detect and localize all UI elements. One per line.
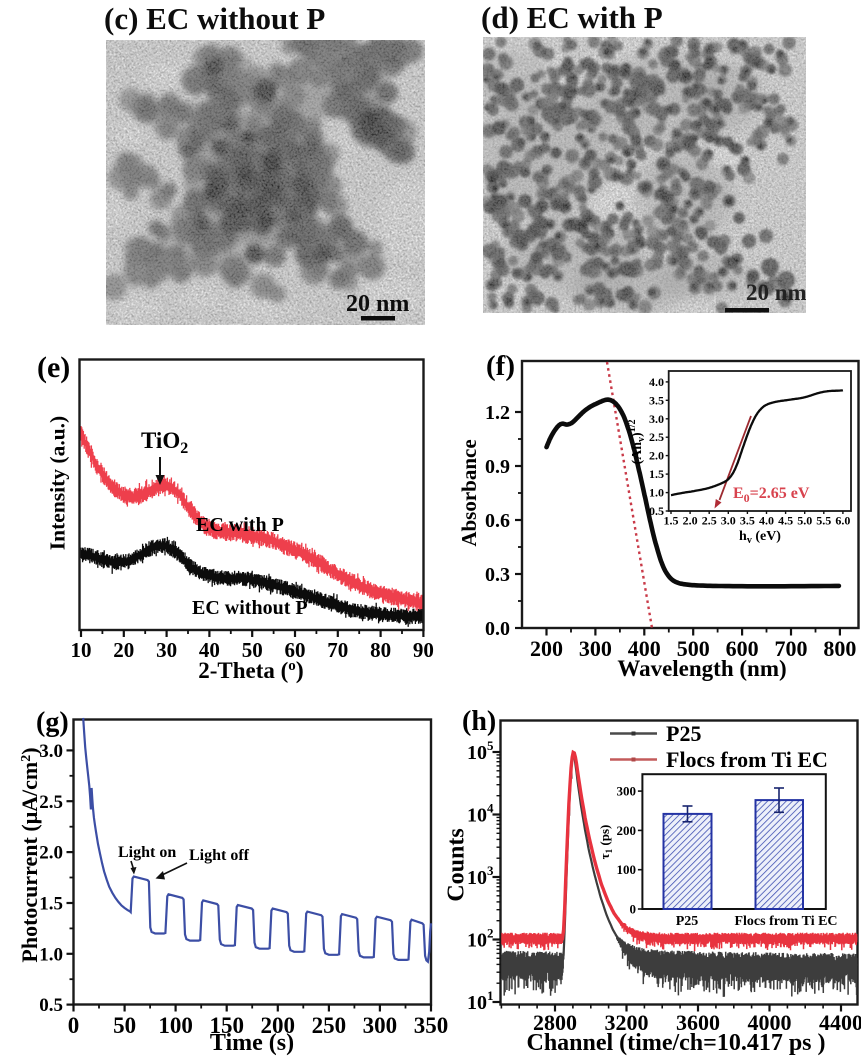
svg-text:1.5: 1.5 [664, 514, 679, 528]
svg-text:2-Theta (o): 2-Theta (o) [198, 658, 304, 684]
svg-text:2800: 2800 [533, 1010, 577, 1035]
svg-text:200: 200 [530, 636, 563, 661]
svg-text:300: 300 [617, 784, 637, 799]
svg-text:0.5: 0.5 [39, 995, 63, 1016]
svg-text:2.0: 2.0 [39, 843, 63, 864]
svg-text:EC without P: EC without P [192, 597, 308, 619]
svg-text:1.5: 1.5 [649, 467, 664, 481]
svg-text:Time (s): Time (s) [210, 1030, 294, 1056]
svg-text:Flocs from Ti EC: Flocs from Ti EC [734, 914, 837, 929]
svg-text:Light on: Light on [118, 844, 176, 861]
svg-text:200: 200 [261, 1013, 296, 1038]
svg-text:3200: 3200 [605, 1010, 649, 1035]
svg-text:150: 150 [209, 1013, 244, 1038]
svg-text:70: 70 [327, 638, 348, 662]
svg-text:TiO2: TiO2 [141, 428, 188, 457]
svg-text:101: 101 [467, 988, 494, 1014]
svg-text:800: 800 [823, 636, 856, 661]
svg-text:60: 60 [285, 638, 306, 662]
svg-text:P25: P25 [666, 721, 701, 746]
svg-text:4.0: 4.0 [759, 514, 774, 528]
svg-text:0.9: 0.9 [485, 456, 510, 478]
svg-text:2.0: 2.0 [683, 514, 698, 528]
svg-text:200: 200 [617, 823, 637, 838]
svg-text:Channel (time/ch=10.417 ps ): Channel (time/ch=10.417 ps ) [526, 1030, 825, 1056]
svg-text:600: 600 [726, 636, 759, 661]
svg-text:50: 50 [242, 638, 263, 662]
svg-text:3600: 3600 [676, 1010, 720, 1035]
svg-text:20 nm: 20 nm [746, 280, 806, 305]
svg-text:4000: 4000 [748, 1010, 792, 1035]
svg-text:700: 700 [775, 636, 808, 661]
svg-text:0: 0 [630, 902, 637, 917]
svg-text:Wavelength (nm): Wavelength (nm) [617, 656, 786, 681]
svg-text:90: 90 [413, 638, 434, 662]
svg-text:80: 80 [370, 638, 391, 662]
svg-text:E0=2.65 eV: E0=2.65 eV [733, 485, 810, 505]
svg-text:10: 10 [71, 638, 92, 662]
svg-text:102: 102 [467, 926, 494, 952]
svg-text:(f): (f) [486, 350, 515, 382]
svg-text:0.6: 0.6 [485, 510, 510, 532]
svg-text:100: 100 [617, 862, 637, 877]
svg-text:3.0: 3.0 [649, 412, 664, 426]
svg-text:0.3: 0.3 [485, 564, 510, 586]
svg-text:50: 50 [113, 1013, 136, 1038]
svg-text:Photocurrent (μA/cm2): Photocurrent (μA/cm2) [17, 747, 42, 962]
svg-text:5.0: 5.0 [797, 514, 812, 528]
svg-text:1.2: 1.2 [485, 402, 510, 424]
svg-text:P25: P25 [676, 914, 699, 929]
svg-text:Counts: Counts [444, 828, 470, 901]
svg-text:0: 0 [68, 1013, 80, 1038]
svg-text:4.5: 4.5 [778, 514, 793, 528]
svg-text:2.5: 2.5 [39, 792, 63, 813]
svg-text:1.0: 1.0 [649, 486, 664, 500]
svg-text:500: 500 [677, 636, 710, 661]
svg-text:1.0: 1.0 [39, 944, 63, 965]
svg-text:3.5: 3.5 [649, 393, 664, 407]
svg-text:(e): (e) [37, 351, 70, 384]
svg-text:30: 30 [156, 638, 177, 662]
svg-text:20 nm: 20 nm [346, 291, 409, 317]
svg-text:EC with P: EC with P [196, 514, 284, 536]
svg-text:hv (eV): hv (eV) [739, 529, 781, 546]
svg-text:τ1 (ps): τ1 (ps) [597, 825, 614, 860]
svg-text:2.5: 2.5 [702, 514, 717, 528]
svg-text:250: 250 [312, 1013, 347, 1038]
svg-text:0.5: 0.5 [649, 504, 664, 518]
svg-text:300: 300 [579, 636, 612, 661]
svg-text:4400: 4400 [819, 1010, 861, 1035]
svg-text:2.5: 2.5 [649, 430, 664, 444]
svg-text:Light off: Light off [189, 847, 250, 864]
svg-text:(g): (g) [36, 707, 69, 738]
svg-text:Flocs from Ti EC: Flocs from Ti EC [666, 747, 828, 772]
svg-text:(Ahv)1/2: (Ahv)1/2 [627, 419, 647, 464]
svg-text:103: 103 [467, 863, 494, 889]
svg-text:400: 400 [628, 636, 661, 661]
svg-text:100: 100 [158, 1013, 193, 1038]
svg-text:40: 40 [199, 638, 220, 662]
svg-text:300: 300 [363, 1013, 398, 1038]
svg-text:105: 105 [467, 738, 494, 764]
svg-text:6.0: 6.0 [835, 514, 850, 528]
svg-text:3.5: 3.5 [740, 514, 755, 528]
svg-text:2.0: 2.0 [649, 449, 664, 463]
svg-text:5.5: 5.5 [816, 514, 831, 528]
svg-text:20: 20 [113, 638, 134, 662]
svg-text:104: 104 [467, 801, 494, 827]
svg-text:0.0: 0.0 [485, 618, 510, 640]
svg-text:4.0: 4.0 [649, 375, 664, 389]
svg-text:(h): (h) [462, 706, 496, 737]
svg-text:350: 350 [414, 1013, 449, 1038]
svg-text:Intensity (a.u.): Intensity (a.u.) [46, 416, 70, 550]
svg-text:Absorbance: Absorbance [457, 439, 481, 546]
svg-text:3.0: 3.0 [39, 741, 63, 762]
svg-text:3.0: 3.0 [721, 514, 736, 528]
svg-text:1.5: 1.5 [39, 894, 63, 915]
